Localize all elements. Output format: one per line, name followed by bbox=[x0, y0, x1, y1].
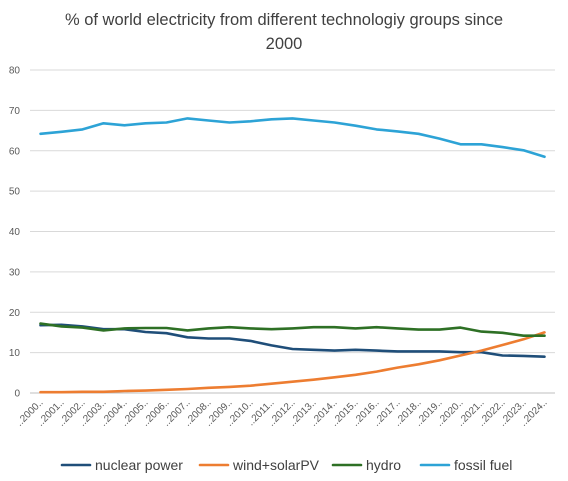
y-tick-label: 80 bbox=[9, 66, 21, 77]
series-line-wind-solarpv bbox=[39, 331, 546, 394]
series-lines bbox=[39, 117, 546, 394]
legend-label: nuclear power bbox=[95, 457, 183, 473]
series-line-hydro bbox=[39, 322, 546, 338]
y-tick-label: 0 bbox=[14, 389, 20, 400]
legend-label: wind+solarPV bbox=[232, 457, 320, 473]
y-tick-label: 20 bbox=[9, 308, 21, 319]
chart-title-line-1: % of world electricity from different te… bbox=[64, 11, 504, 29]
chart-title-line-2: 2000 bbox=[265, 35, 303, 53]
legend: nuclear power wind+solarPV hydro fossil fue… bbox=[60, 457, 512, 473]
y-tick-label: 60 bbox=[9, 146, 21, 157]
series-line-fossil-fuel bbox=[39, 117, 546, 159]
y-tick-label: 10 bbox=[9, 348, 21, 359]
legend-label: fossil fuel bbox=[454, 457, 512, 473]
gridlines bbox=[30, 69, 555, 394]
y-tick-label: 30 bbox=[9, 267, 21, 278]
y-axis-tick-labels: 0 10 20 30 40 50 60 70 80 bbox=[9, 66, 21, 400]
y-tick-label: 50 bbox=[9, 187, 21, 198]
y-tick-label: 40 bbox=[9, 227, 21, 238]
x-axis-tick-labels: ..2000....2001....2002....2003....2004..… bbox=[14, 397, 549, 428]
y-tick-label: 70 bbox=[9, 106, 21, 117]
legend-label: hydro bbox=[366, 457, 401, 473]
chart-title: % of world electricity from different te… bbox=[0, 8, 568, 56]
